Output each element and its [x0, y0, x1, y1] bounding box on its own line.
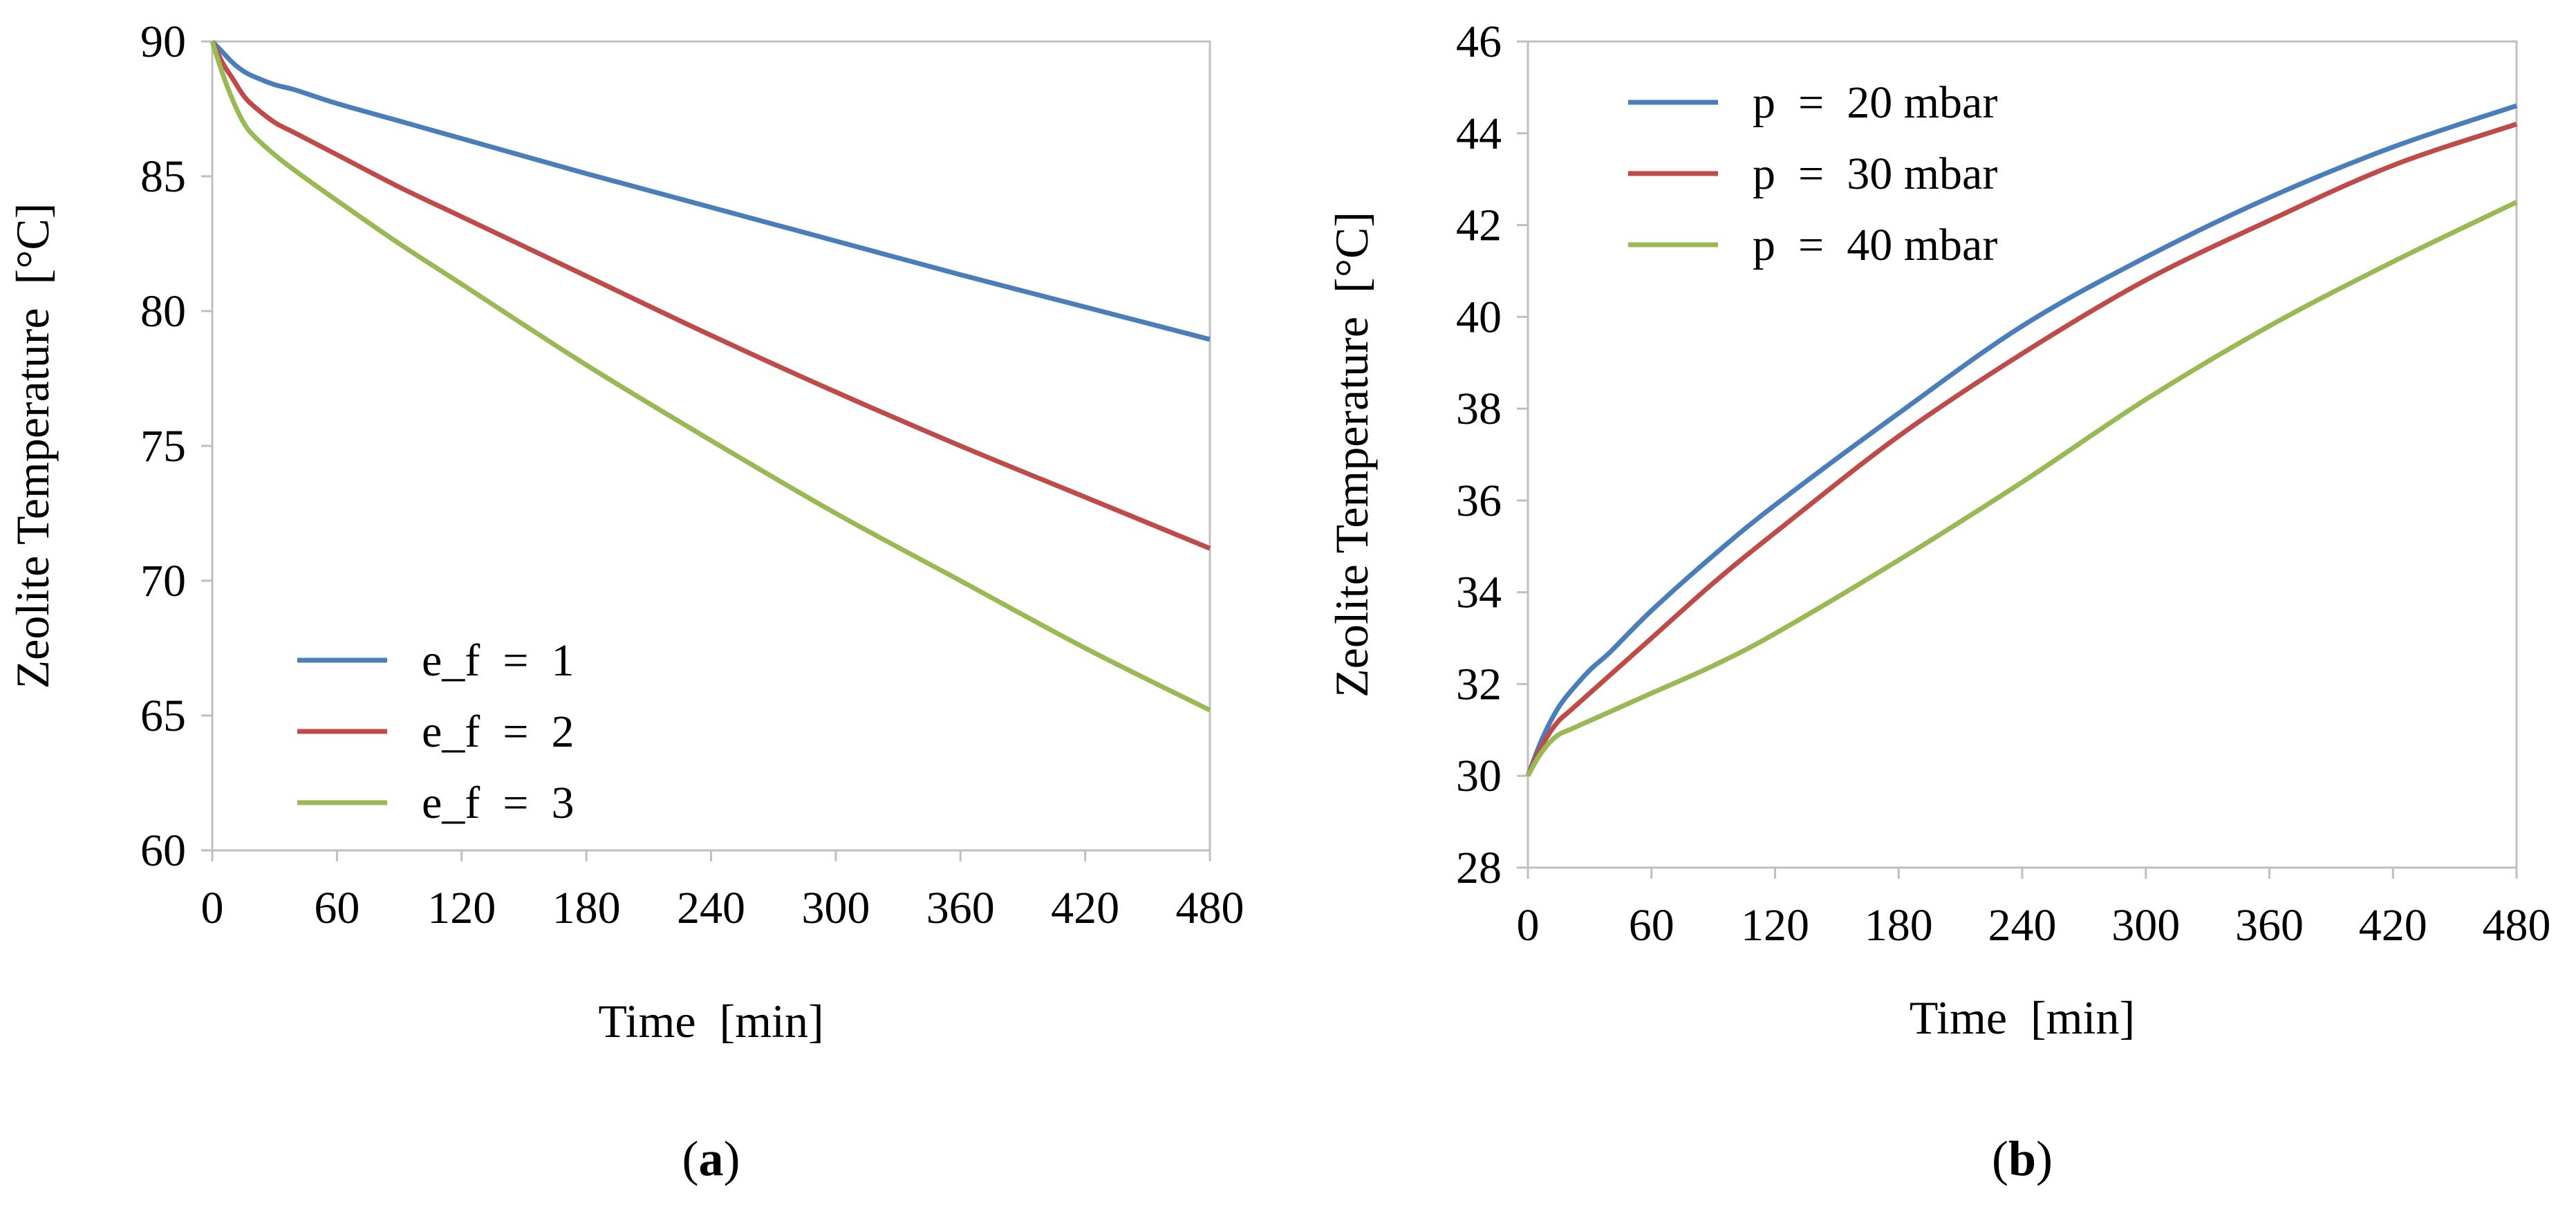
panel-caption: (a) [682, 1131, 740, 1186]
x-tick-label: 240 [1988, 900, 2057, 951]
caption-close-paren: ) [724, 1131, 740, 1186]
caption-close-paren: ) [2036, 1131, 2053, 1186]
legend: p = 20 mbar p = 30 mbar p = 40 mbar [1628, 77, 1997, 270]
legend-label-3: e_f = 3 [422, 778, 575, 828]
y-tick-label: 46 [1456, 17, 1502, 67]
y-tick-label: 85 [140, 151, 186, 202]
y-axis-title: Zeolite Temperature [°C] [6, 203, 59, 689]
y-tick-label: 38 [1456, 384, 1502, 434]
y-tick-label: 28 [1456, 843, 1502, 893]
series-line-1 [1525, 103, 2518, 777]
y-tick-label: 36 [1456, 476, 1502, 526]
x-tick-label: 180 [552, 883, 621, 933]
x-axis-title: Time [min] [1910, 991, 2135, 1044]
x-tick-label: 120 [1741, 900, 1809, 951]
x-tick-label: 420 [1051, 883, 1119, 933]
series-line-2 [1525, 122, 2518, 777]
series-line-3 [209, 40, 1211, 713]
x-tick-label: 420 [2359, 900, 2427, 951]
x-tick-label: 60 [1629, 900, 1674, 951]
legend-label-1: p = 20 mbar [1753, 77, 1997, 128]
x-tick-label: 240 [677, 883, 745, 933]
series-line-1 [210, 39, 1211, 342]
x-tick-label: 480 [1176, 883, 1244, 933]
y-tick-label: 42 [1456, 200, 1502, 251]
x-tick-label: 180 [1865, 900, 1933, 951]
x-tick-label: 480 [2483, 900, 2551, 951]
x-tick-label: 360 [2235, 900, 2304, 951]
x-tick-label: 0 [201, 883, 224, 933]
caption-letter: a [699, 1131, 724, 1186]
x-axis-title: Time [min] [598, 995, 823, 1047]
x-tick-label: 300 [2111, 900, 2180, 951]
caption-open-paren: ( [1992, 1131, 2008, 1186]
x-tick-label: 0 [1517, 900, 1540, 951]
y-tick-label: 80 [140, 286, 186, 337]
caption-letter: b [2008, 1131, 2036, 1186]
legend-label-2: p = 30 mbar [1753, 149, 1997, 199]
y-tick-label: 90 [140, 17, 186, 67]
chart-panel-a: 0 60 120 180 240 300 360 420 480 60 65 70 75 80 85 90 e_… [6, 17, 1244, 1186]
legend-label-2: e_f = 2 [422, 707, 575, 757]
legend-label-3: p = 40 mbar [1753, 220, 1997, 270]
legend-label-1: e_f = 1 [422, 635, 575, 686]
x-tick-label: 360 [926, 883, 995, 933]
y-tick-label: 60 [140, 825, 186, 876]
y-tick-label: 70 [140, 556, 186, 606]
x-tick-label: 60 [314, 883, 360, 933]
y-tick-label: 75 [140, 421, 186, 471]
caption-open-paren: ( [682, 1131, 699, 1186]
y-tick-label: 30 [1456, 751, 1502, 801]
y-axis-title: Zeolite Temperature [°C] [1325, 212, 1378, 698]
panel-caption: (b) [1992, 1131, 2053, 1186]
y-tick-label: 40 [1456, 292, 1502, 342]
y-tick-label: 32 [1456, 659, 1502, 709]
chart-panel-b: 0 60 120 180 240 300 360 420 480 28 30 32 34 36 38 40 42… [1325, 17, 2551, 1186]
y-tick-label: 44 [1456, 109, 1502, 159]
legend: e_f = 1 e_f = 2 e_f = 3 [297, 635, 575, 828]
x-tick-label: 120 [427, 883, 496, 933]
series-line-2 [209, 40, 1211, 551]
y-tick-label: 65 [140, 691, 186, 741]
x-tick-label: 300 [801, 883, 870, 933]
series-line-3 [1525, 200, 2518, 777]
y-tick-label: 34 [1456, 568, 1502, 618]
